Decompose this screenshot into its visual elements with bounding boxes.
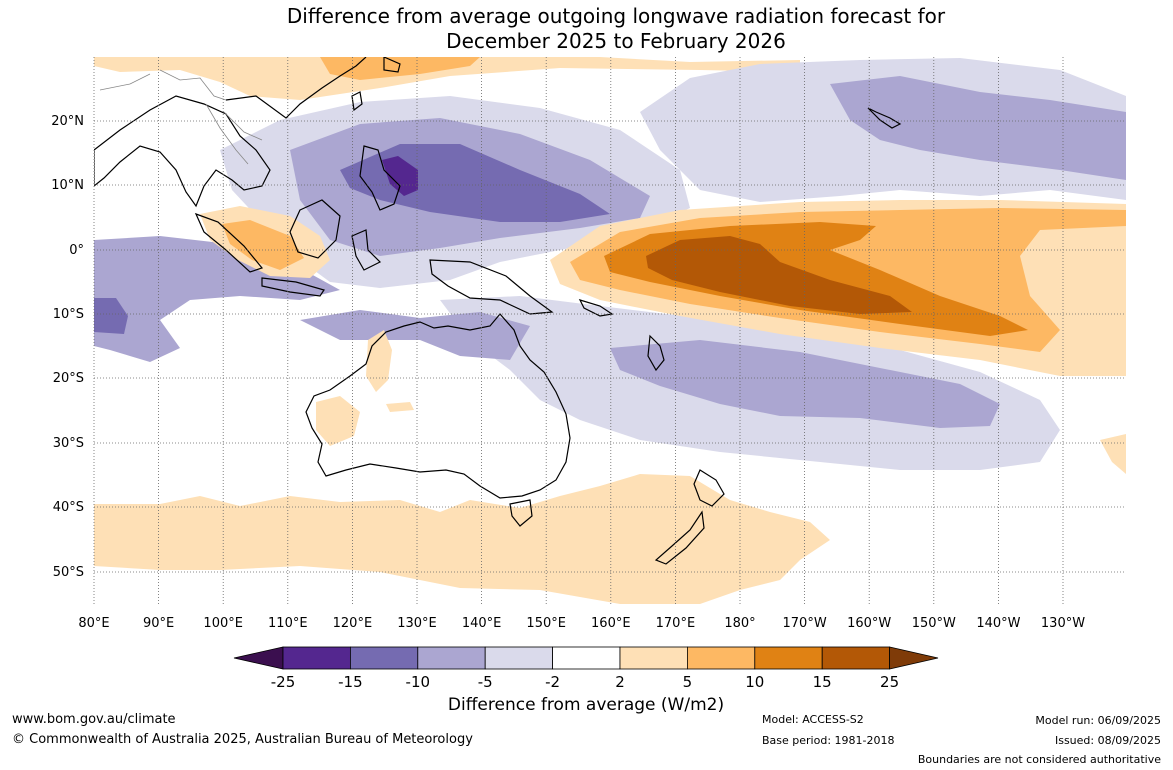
negative-anomaly-australia-north <box>300 310 530 360</box>
chart-title: Difference from average outgoing longwav… <box>0 4 1173 54</box>
lon-label: 150°W <box>912 616 956 631</box>
lon-label: 110°E <box>268 616 308 631</box>
title-line-2: December 2025 to February 2026 <box>446 29 786 53</box>
border-3 <box>223 111 263 141</box>
colorbar-title: Difference from average (W/m2) <box>447 695 725 715</box>
new-zealand-north <box>693 469 725 507</box>
colorbar-arrow-right <box>889 646 939 670</box>
border-2 <box>205 103 249 165</box>
australia-coastline <box>305 313 571 499</box>
model-run-text: Model run: 06/09/2025 <box>1035 714 1161 727</box>
colorbar-tick-label: -5 <box>478 673 493 691</box>
negative-anomaly-south-pacific-core <box>610 340 1000 428</box>
website-text: www.bom.gov.au/climate <box>12 712 176 727</box>
lat-label: 40°S <box>53 500 84 515</box>
colorbar-bin <box>349 646 419 670</box>
anomaly-fill <box>94 57 1126 604</box>
colorbar-tick-label: 5 <box>683 673 693 691</box>
southeast-asia-coastline <box>94 95 271 208</box>
colorbar-bin <box>821 646 891 670</box>
lon-label: 140°E <box>462 616 502 631</box>
issued-text: Issued: 08/09/2025 <box>1054 734 1161 747</box>
lat-label: 10°S <box>53 307 84 322</box>
lon-label: 170°W <box>783 616 827 631</box>
japan-south-coastline <box>383 57 401 73</box>
colorbar-tick-label: 2 <box>615 673 625 691</box>
country-borders <box>99 69 263 165</box>
border-4 <box>99 73 151 91</box>
colorbar-tick-label: -25 <box>271 673 296 691</box>
lon-label: 160°W <box>847 616 891 631</box>
sumatra-coastline <box>194 212 264 273</box>
lat-labels: 20°N 10°N 0° 10°S 20°S 30°S 40°S 50°S <box>51 114 84 580</box>
lon-label: 130°E <box>397 616 437 631</box>
lon-label: 150°E <box>526 616 566 631</box>
positive-anomaly-north <box>94 57 800 100</box>
colorbar-arrow-left <box>233 646 284 670</box>
disclaimer-text: Boundaries are not considered authoritat… <box>917 753 1161 766</box>
colorbar-bin <box>552 646 621 670</box>
lon-label: 130°W <box>1041 616 1085 631</box>
solomon-islands <box>578 299 614 317</box>
colorbar-tick-label: -15 <box>338 673 363 691</box>
positive-anomaly-southeast-corner <box>1100 434 1126 474</box>
colorbar-tick-label: -10 <box>406 673 431 691</box>
lon-label: 180° <box>724 616 755 631</box>
lat-label: 20°S <box>53 371 84 386</box>
colorbar-bin <box>417 646 486 670</box>
new-zealand-south <box>654 510 705 565</box>
negative-anomaly-philippines <box>382 156 418 196</box>
lat-label: 30°S <box>53 436 84 451</box>
copyright-text: © Commonwealth of Australia 2025, Austra… <box>12 732 473 747</box>
hawaii-coastline <box>867 107 902 129</box>
tasmania-coastline <box>509 499 533 527</box>
colorbar-bin <box>619 646 688 670</box>
colorbar-bin <box>754 646 823 670</box>
colorbar-bin <box>484 646 554 670</box>
colorbar-tick-label: 15 <box>813 673 832 691</box>
title-line-1: Difference from average outgoing longwav… <box>286 4 946 28</box>
lat-label: 20°N <box>51 114 84 129</box>
positive-anomaly-southern-ocean <box>94 474 830 604</box>
lat-label: 50°S <box>53 565 84 580</box>
colorbar-bin <box>687 646 756 670</box>
lon-label: 140°W <box>976 616 1020 631</box>
colorbar-tick-label: 10 <box>745 673 764 691</box>
borneo-coastline <box>289 199 341 259</box>
java-coastline <box>261 277 325 297</box>
base-period-text: Base period: 1981-2018 <box>762 734 895 747</box>
positive-anomaly-equatorial-core <box>646 236 912 314</box>
colorbar-tick-label: 25 <box>880 673 899 691</box>
colorbar-bin <box>282 646 351 670</box>
philippines-coastline <box>359 145 401 211</box>
lon-label: 160°E <box>591 616 631 631</box>
colorbar-tick-label: -2 <box>545 673 560 691</box>
negative-anomaly-indian-core <box>94 298 128 334</box>
vanuatu-fiji-islands <box>647 334 665 372</box>
lon-labels: 80°E 90°E 100°E 110°E 120°E 130°E 140°E 150°E 16… <box>78 616 1085 631</box>
lon-label: 80°E <box>78 616 109 631</box>
lon-label: 90°E <box>143 616 174 631</box>
lon-label: 100°E <box>203 616 243 631</box>
positive-anomaly-south-australia-patch <box>386 402 414 412</box>
border-1 <box>159 69 227 101</box>
positive-anomaly-maritime-core <box>222 220 304 270</box>
model-text: Model: ACCESS-S2 <box>762 713 864 726</box>
lat-label: 10°N <box>51 178 84 193</box>
china-coastline <box>225 57 367 119</box>
negative-anomaly-northeast-core <box>830 76 1126 180</box>
lat-label: 0° <box>69 243 84 258</box>
lon-label: 170°E <box>656 616 696 631</box>
sulawesi-coastline <box>351 229 382 271</box>
lon-label: 120°E <box>333 616 373 631</box>
coastlines <box>94 57 902 565</box>
positive-anomaly-southwest-australia <box>316 396 360 446</box>
colorbar: -25 -15 -10 -5 -2 2 5 10 15 25 <box>233 646 939 691</box>
taiwan-coastline <box>351 91 363 112</box>
graticule <box>93 57 1126 604</box>
